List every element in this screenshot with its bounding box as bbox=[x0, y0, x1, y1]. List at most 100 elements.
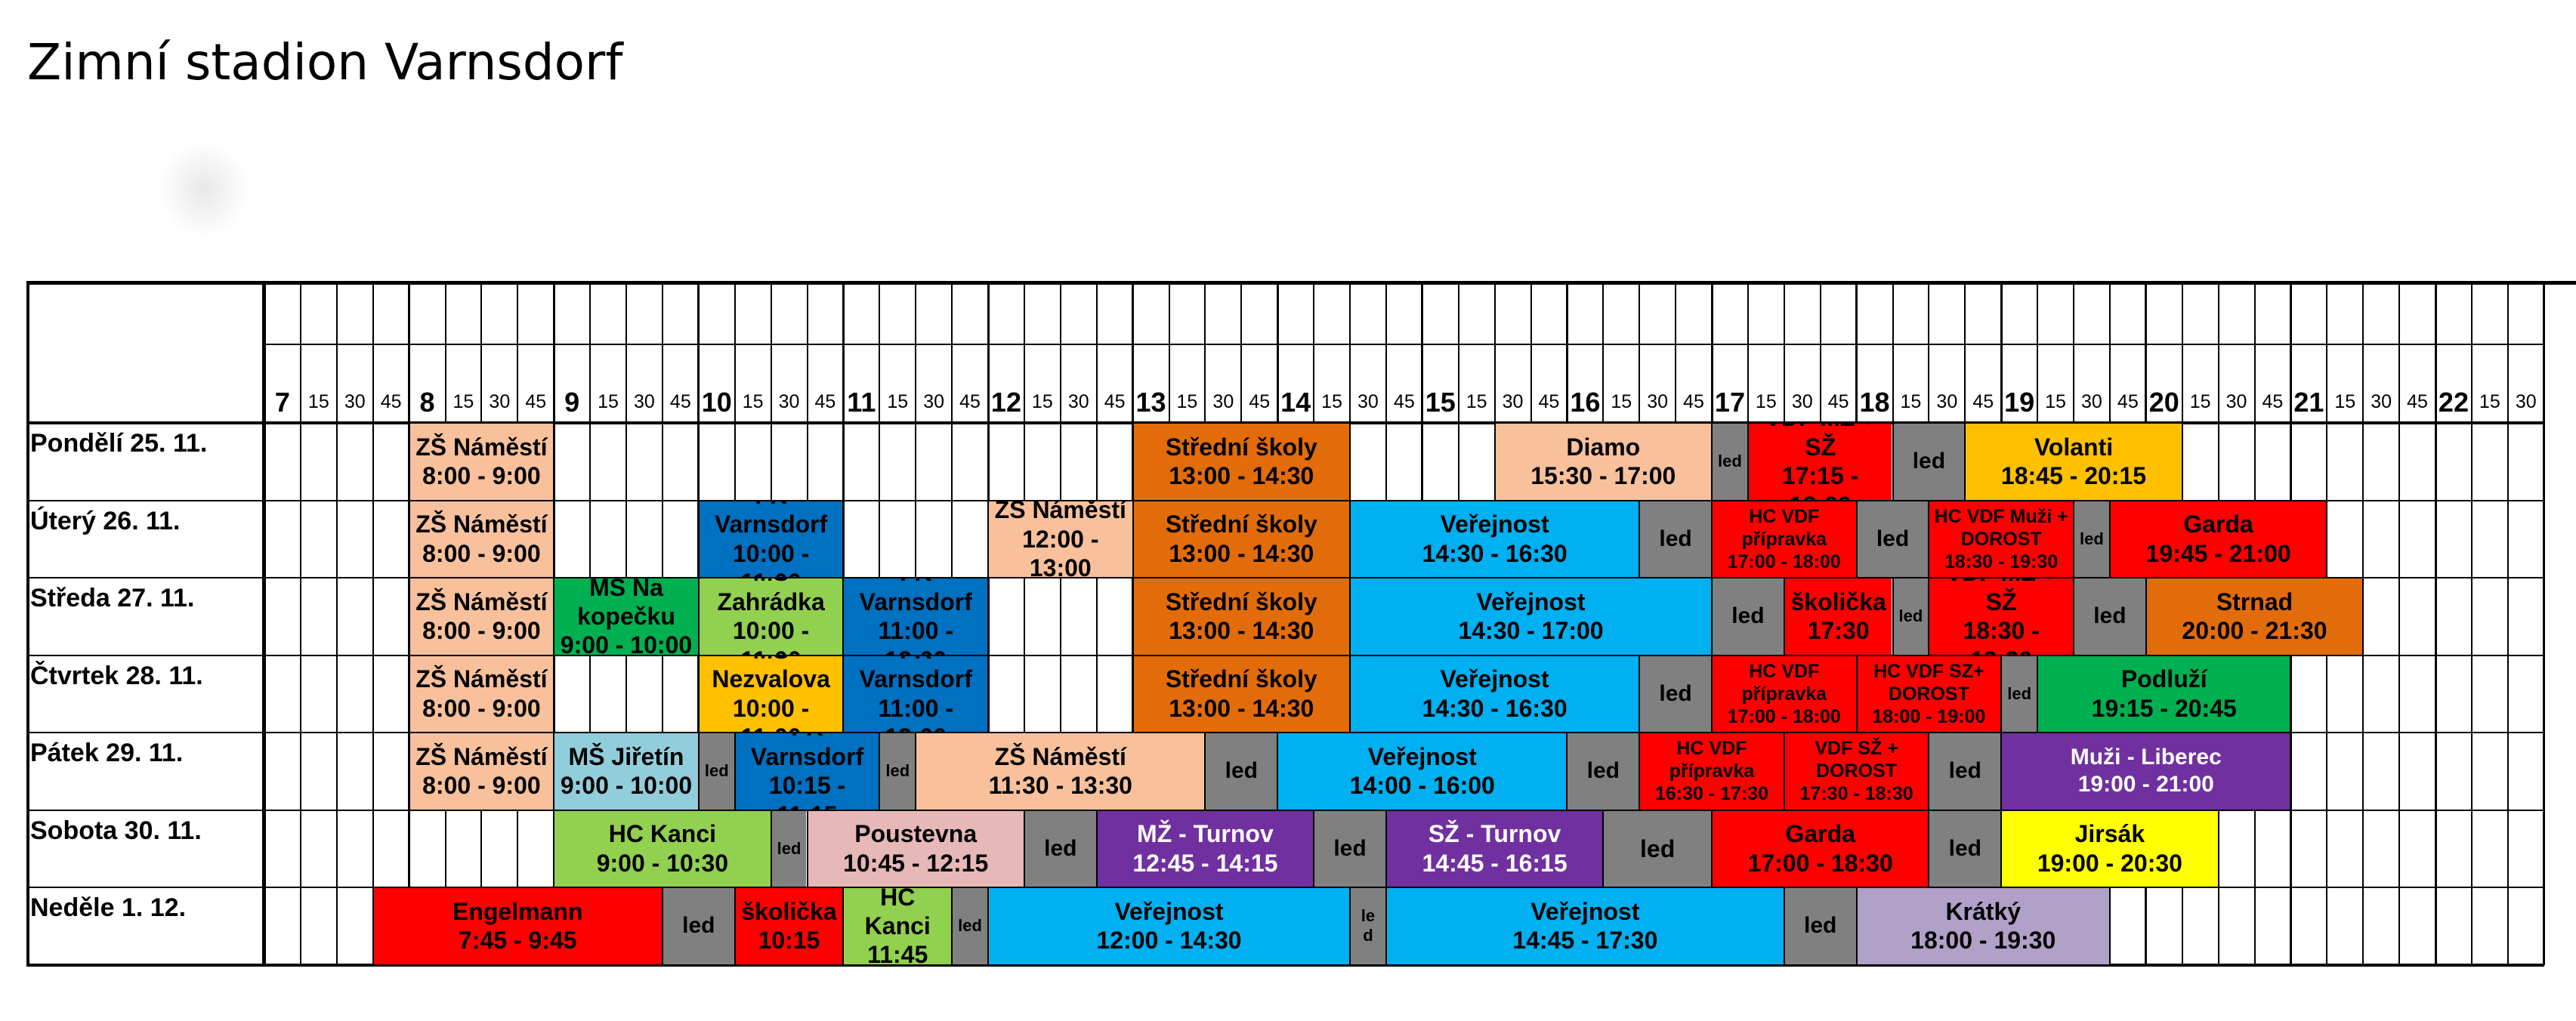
ice-maintenance-block: led bbox=[1604, 810, 1711, 887]
time-tick-label: 30 bbox=[344, 391, 366, 412]
booking-time: 18:00 - 19:00 bbox=[1872, 705, 1986, 727]
ice-maintenance-block: led bbox=[1784, 888, 1856, 964]
booking-name: FK Varnsdorf bbox=[859, 656, 972, 693]
booking-time: 10:15 bbox=[758, 927, 820, 955]
booking-block: HC VDF SZ+ DOROST 18:00 - 19:00 bbox=[1857, 655, 2001, 732]
time-column-line bbox=[1132, 281, 1135, 965]
booking-name: Volanti bbox=[2034, 433, 2114, 461]
time-column-line bbox=[2434, 281, 2437, 965]
booking-name: Krátký bbox=[1945, 897, 2022, 925]
time-tick-label: 15 bbox=[2189, 391, 2211, 412]
booking-time: 14:00 - 16:00 bbox=[1349, 772, 1495, 800]
booking-block: HC VDF přípravka 16:30 - 17:30 bbox=[1640, 733, 1784, 810]
booking-time: 11:00 - 12:00 bbox=[878, 617, 953, 654]
time-tick-label: 14 bbox=[1280, 386, 1311, 418]
time-tick-label: 13 bbox=[1135, 386, 1166, 418]
booking-time: 14:45 - 16:15 bbox=[1422, 849, 1568, 877]
time-tick-label: 30 bbox=[2515, 391, 2537, 412]
booking-name: led bbox=[958, 916, 982, 936]
time-column-line bbox=[2073, 281, 2074, 965]
time-tick-label: 45 bbox=[814, 391, 836, 412]
booking-name: led bbox=[1876, 526, 1910, 551]
booking-name: Veřejnost bbox=[1367, 742, 1477, 770]
table-bottom-border bbox=[26, 963, 2544, 967]
time-tick-label: 15 bbox=[1900, 391, 1922, 412]
day-label: Čtvrtek 28. 11. bbox=[30, 661, 203, 690]
booking-name: led bbox=[1948, 758, 1981, 784]
booking-time: 17:15 - 18:00 bbox=[1781, 462, 1859, 499]
time-tick-label: 7 bbox=[274, 386, 290, 418]
time-column-line bbox=[1349, 281, 1351, 965]
booking-name: Poustevna bbox=[854, 820, 978, 848]
booking-name: ZŠ Náměstí bbox=[415, 510, 548, 538]
booking-block: Střední školy 13:00 - 14:30 bbox=[1133, 501, 1349, 577]
time-column-line bbox=[1095, 281, 1098, 965]
ice-maintenance-block: led bbox=[1893, 578, 1929, 655]
booking-name: led bbox=[885, 761, 910, 781]
booking-block: Veřejnost 14:30 - 17:00 bbox=[1351, 578, 1711, 655]
booking-time: 17:00 - 18:00 bbox=[1727, 705, 1841, 727]
booking-time: 14:45 - 17:30 bbox=[1512, 927, 1658, 955]
time-column-line bbox=[552, 281, 555, 965]
time-tick-label: 15 bbox=[452, 391, 474, 412]
booking-name: Jirsák bbox=[2074, 820, 2145, 848]
booking-name: MŠ Nezvalova bbox=[712, 656, 830, 693]
time-column-line bbox=[299, 281, 301, 965]
ice-maintenance-block: led bbox=[1929, 733, 2001, 810]
booking-name: Muži - Liberec bbox=[2070, 745, 2222, 770]
booking-block: Diamo 15:30 - 17:00 bbox=[1495, 424, 1711, 500]
booking-time: 13:00 - 14:30 bbox=[1169, 694, 1314, 722]
booking-time: 11:45 bbox=[867, 941, 928, 964]
booking-time: 12:00 - 14:30 bbox=[1096, 927, 1242, 955]
booking-name: Garda bbox=[1785, 820, 1855, 848]
booking-name: VDF MŽ + SŽ bbox=[1946, 578, 2057, 615]
booking-block: MŽ - Turnov 12:45 - 14:15 bbox=[1097, 810, 1314, 887]
booking-time: 14:30 - 17:00 bbox=[1458, 617, 1604, 645]
booking-name: ZŠ Náměstí bbox=[415, 665, 548, 693]
ice-maintenance-block: led bbox=[1640, 501, 1711, 577]
booking-block: Garda 17:00 - 18:30 bbox=[1713, 810, 1929, 887]
booking-block: Engelmann 7:45 - 9:45 bbox=[373, 888, 662, 964]
booking-block: Veřejnost 14:30 - 16:30 bbox=[1351, 501, 1639, 577]
day-label: Úterý 26. 11. bbox=[30, 506, 181, 535]
time-tick-label: 45 bbox=[1104, 391, 1126, 412]
booking-block: Podluží 19:15 - 20:45 bbox=[2038, 655, 2290, 732]
booking-time: 8:00 - 9:00 bbox=[422, 772, 541, 800]
booking-name: led bbox=[1225, 758, 1258, 784]
time-tick-label: 15 bbox=[1611, 391, 1632, 412]
booking-time: 15:30 - 17:00 bbox=[1530, 462, 1676, 490]
booking-block: Veřejnost 12:00 - 14:30 bbox=[989, 888, 1349, 964]
ice-maintenance-block: led bbox=[2074, 578, 2145, 655]
booking-time: 18:45 - 20:15 bbox=[2000, 462, 2147, 490]
booking-name: ZŠ Náměstí bbox=[415, 588, 548, 615]
day-column-border bbox=[262, 281, 266, 965]
ice-maintenance-block: led bbox=[663, 888, 734, 964]
booking-name: HC Kanci bbox=[864, 888, 931, 940]
row-divider bbox=[26, 809, 2544, 811]
time-tick-label: 15 bbox=[887, 391, 909, 412]
booking-block: Veřejnost 14:00 - 16:00 bbox=[1278, 733, 1567, 810]
booking-block: VDF SŽ + DOROST 17:30 - 18:30 bbox=[1784, 733, 1929, 810]
time-column-line bbox=[2362, 281, 2364, 965]
time-column-line bbox=[2470, 281, 2473, 965]
time-column-line bbox=[697, 281, 700, 965]
booking-name: HC VDF Muži + DOROST bbox=[1934, 505, 2068, 550]
time-column-line bbox=[2398, 281, 2401, 965]
time-tick-label: 15 bbox=[598, 391, 619, 412]
ice-maintenance-block: led bbox=[1713, 424, 1747, 500]
booking-block: Poustevna 10:45 - 12:15 bbox=[808, 810, 1024, 887]
booking-name: ZŠ Náměstí bbox=[415, 742, 548, 770]
booking-time: 10:45 - 12:15 bbox=[843, 849, 989, 877]
booking-time: 17:30 bbox=[1807, 617, 1870, 645]
table-left-border bbox=[26, 281, 29, 965]
booking-name: HC VDF SZ+ DOROST bbox=[1873, 660, 1985, 705]
booking-time: 8:00 - 9:00 bbox=[422, 462, 541, 490]
time-tick-label: 15 bbox=[742, 391, 764, 412]
booking-block: Volanti 18:45 - 20:15 bbox=[1966, 424, 2182, 500]
time-tick-label: 15 bbox=[1321, 391, 1342, 412]
booking-name: led bbox=[682, 913, 715, 939]
ice-maintenance-block: led bbox=[1713, 578, 1784, 655]
booking-name: le bbox=[1361, 905, 1376, 925]
day-label: Pátek 29. 11. bbox=[30, 739, 184, 767]
